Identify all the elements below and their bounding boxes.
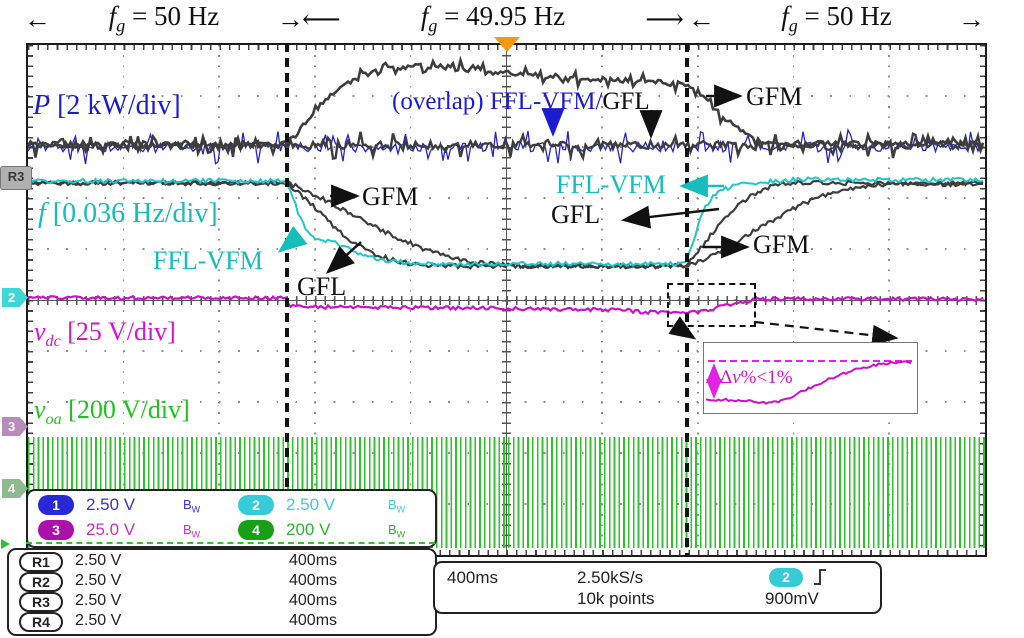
fg-symbol: fg = 49.95 Hz <box>420 1 566 36</box>
channel-2-marker: 2 <box>2 288 28 307</box>
channel-2-bandwidth-icon: BW <box>388 497 406 515</box>
inset-delta-label: Δv%<1% <box>720 367 793 388</box>
right-arrow-icon: → <box>276 3 304 34</box>
ref-row: R2 2.50 V 400ms <box>9 572 435 592</box>
channel-readout-box: 1 2.50 V BW 2 2.50 V BW 3 25.0 V BW 4 20… <box>26 489 437 548</box>
voa-scale-label: voa [200 V/div] <box>34 395 190 429</box>
channel-4-marker: 4 <box>2 479 28 498</box>
right-arrow-icon: ⟶ <box>645 3 684 34</box>
ffl-fall-label: FFL-VFM <box>153 246 263 275</box>
gfl-rise-label: GFL <box>551 200 601 229</box>
left-arrow-icon: ← <box>24 3 51 34</box>
f-scale-label: f [0.036 Hz/div] <box>38 198 218 229</box>
channel-4-baseline-arrow <box>1 539 10 549</box>
channel-3-bandwidth-icon: BW <box>183 522 201 540</box>
channel-2-scale: 2.50 V <box>286 495 336 514</box>
channel-1-scale: 2.50 V <box>86 495 136 514</box>
vdc-scale-label: vdc [25 V/div] <box>34 317 176 351</box>
ffl-rise-label: FFL-VFM <box>556 170 666 199</box>
fg-symbol: fg = 50 Hz <box>781 1 892 36</box>
fg-annotation-2: ⟵ fg = 49.95 Hz ⟶ <box>302 0 684 38</box>
trigger-level: 900mV <box>765 589 819 608</box>
vdc-zoom-inset: Δv%<1% <box>703 342 918 414</box>
record-length: 10k points <box>577 589 655 608</box>
channel-4-badge: 4 <box>238 520 274 540</box>
timebase-trigger-box: 400ms 2.50kS/s 10k points 2 900mV <box>433 561 882 614</box>
ref-waveform-marker: R3 <box>0 166 32 190</box>
reference-readout-box: R1 2.50 V 400ms R2 2.50 V 400ms R3 2.50 V 400m… <box>7 548 437 636</box>
channel-4-scale: 200 V <box>286 520 331 539</box>
channel-4-bandwidth-icon: BW <box>388 522 406 540</box>
right-arrow-icon: → <box>957 3 985 34</box>
event-line-1 <box>285 43 289 557</box>
trigger-position-marker <box>494 37 520 52</box>
ref-row: R4 2.50 V 400ms <box>9 612 435 632</box>
channel-3-badge: 3 <box>38 520 74 540</box>
ref-row: R3 2.50 V 400ms <box>9 592 435 612</box>
left-arrow-icon: ← <box>688 3 715 34</box>
fg-annotation-3: ← fg = 50 Hz → <box>688 0 985 38</box>
fg-symbol: fg = 50 Hz <box>108 1 220 36</box>
gfm-fall-label: GFM <box>362 182 419 211</box>
trigger-channel-badge: 2 <box>769 568 803 587</box>
fg-annotation-1: ← fg = 50 Hz → <box>24 0 304 38</box>
sample-rate: 2.50kS/s <box>577 568 644 587</box>
overlap-label: (overlap) FFL-VFM/GFL <box>392 88 650 115</box>
channel-1-badge: 1 <box>38 495 74 515</box>
p-scale-label: P [2 kW/div] <box>33 90 181 121</box>
channel-3-scale: 25.0 V <box>86 520 136 539</box>
timebase-per-div: 400ms <box>447 568 499 587</box>
gfm-rise-label: GFM <box>753 230 810 259</box>
channel-3-marker: 3 <box>2 417 28 436</box>
channel-2-badge: 2 <box>238 495 274 515</box>
left-arrow-icon: ⟵ <box>302 3 341 34</box>
channel-4-baseline-dashes <box>26 542 435 544</box>
inset-source-rect <box>667 283 756 327</box>
inset-trace <box>705 360 912 405</box>
gfm-top-label: GFM <box>746 82 803 111</box>
ref-row: R1 2.50 V 400ms <box>9 552 435 572</box>
gfl-fall-label: GFL <box>297 272 347 301</box>
channel-1-bandwidth-icon: BW <box>183 497 201 515</box>
rising-edge-icon <box>814 569 826 585</box>
